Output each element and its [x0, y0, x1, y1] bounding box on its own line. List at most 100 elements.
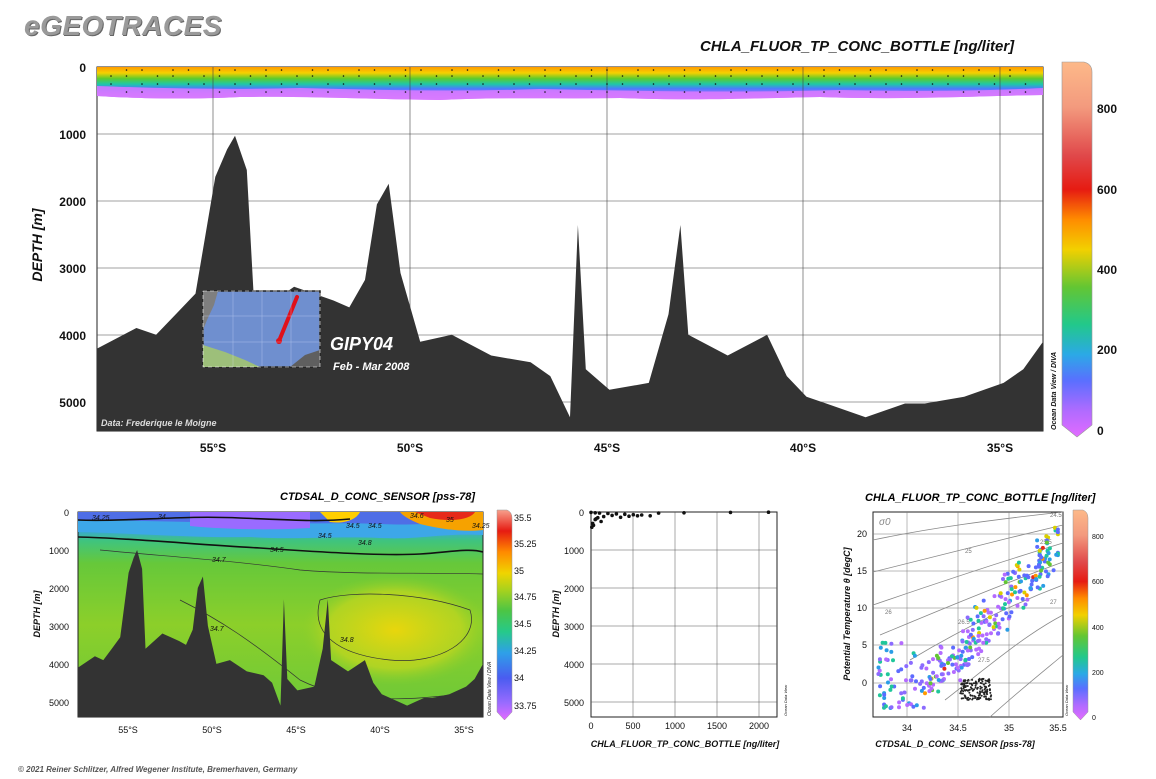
bottle-dot [792, 83, 794, 85]
svg-text:34.6: 34.6 [410, 513, 424, 520]
bottle-dot [373, 83, 376, 85]
bottle-dot [668, 75, 670, 77]
bottle-dot [544, 91, 546, 93]
ts-point [988, 681, 991, 684]
cruise-name: GIPY04 [330, 334, 393, 354]
ts-point [964, 696, 967, 699]
ts-point [963, 689, 966, 692]
ts-point [984, 619, 989, 624]
ts-point [918, 681, 923, 686]
ts-point [994, 613, 999, 618]
ts-point [899, 641, 904, 646]
ts-point [997, 625, 1002, 630]
svg-text:34.5: 34.5 [318, 533, 332, 540]
ts-point [972, 697, 974, 700]
svg-text:34.25: 34.25 [514, 646, 537, 656]
ts-point [966, 697, 969, 700]
ts-point [962, 687, 965, 690]
bottle-dot [730, 69, 732, 71]
salinity-bathymetry [78, 550, 483, 717]
ts-point [990, 694, 993, 697]
bottle-dot [978, 83, 980, 85]
bottle-dot [823, 91, 825, 93]
ts-point [891, 658, 895, 663]
ts-point [1022, 573, 1027, 578]
ts-point [904, 664, 909, 669]
ts-point [983, 695, 986, 698]
bottle-dot [606, 83, 608, 85]
bottle-dot [714, 75, 717, 77]
bottle-dot [110, 75, 112, 77]
ts-point [968, 617, 973, 622]
ts-point [968, 682, 971, 685]
bottle-dot [125, 91, 128, 93]
ts-point [1030, 578, 1035, 583]
svg-text:45°S: 45°S [286, 725, 306, 735]
ts-point [964, 640, 969, 644]
ts-watermark: Ocean Data View [1064, 684, 1069, 716]
bottle-dot [544, 69, 546, 71]
profile-point [631, 512, 636, 517]
bottle-dot [993, 83, 996, 85]
ts-point [1006, 600, 1011, 605]
ts-point [983, 688, 986, 691]
bottle-dot [699, 91, 701, 93]
ts-point [910, 674, 915, 679]
profile-point [599, 519, 603, 524]
ts-point [996, 604, 1001, 609]
main-section-plot [96, 66, 1044, 432]
bottle-dot [497, 69, 500, 71]
ts-point [889, 641, 894, 646]
ts-point [1019, 579, 1023, 584]
svg-text:34.5: 34.5 [949, 723, 967, 733]
ts-point [972, 682, 975, 685]
svg-text:2000: 2000 [749, 721, 769, 731]
bottle-dot [637, 69, 639, 71]
ts-point [992, 594, 997, 599]
bottle-dot [125, 69, 128, 71]
ts-point [967, 641, 972, 646]
bottle-dot [466, 83, 469, 85]
ts-point [1035, 538, 1040, 543]
bottle-dot [125, 75, 128, 77]
bottle-dot [420, 83, 422, 85]
ts-point [1055, 527, 1060, 532]
salinity-max-core [300, 575, 483, 685]
bottle-dot [342, 75, 345, 77]
ts-point [987, 623, 992, 627]
ts-point [909, 702, 913, 707]
bottle-dot [265, 75, 267, 77]
ts-point [936, 678, 941, 682]
ts-point [876, 665, 881, 670]
ts-point [960, 639, 965, 644]
svg-text:27.5: 27.5 [978, 658, 990, 664]
ts-point [886, 680, 890, 685]
bottle-dot [931, 69, 934, 71]
bottle-dot [296, 83, 298, 85]
svg-text:200: 200 [1092, 670, 1104, 677]
ts-point [908, 678, 913, 683]
bottle-dot [172, 91, 174, 93]
ts-point [982, 677, 985, 680]
ts-point [882, 692, 887, 697]
ts-point [976, 639, 980, 643]
ts-point [969, 686, 972, 689]
ts-point [902, 690, 907, 695]
bottle-dot [637, 91, 639, 93]
ts-point [976, 652, 981, 657]
main-xtick: 45°S [594, 441, 620, 455]
ts-point [939, 645, 944, 650]
svg-text:600: 600 [1092, 579, 1104, 586]
ts-point [961, 682, 964, 685]
bottle-dot [993, 75, 996, 77]
bottle-dot [1024, 69, 1027, 71]
ts-point [979, 685, 982, 688]
ts-point [904, 678, 908, 683]
bottle-dot [187, 83, 190, 85]
bottle-dot [466, 69, 469, 71]
svg-text:55°S: 55°S [118, 725, 138, 735]
ts-point [985, 691, 988, 694]
ts-point [959, 690, 962, 693]
ts-point [888, 687, 893, 692]
ts-point [978, 611, 983, 616]
